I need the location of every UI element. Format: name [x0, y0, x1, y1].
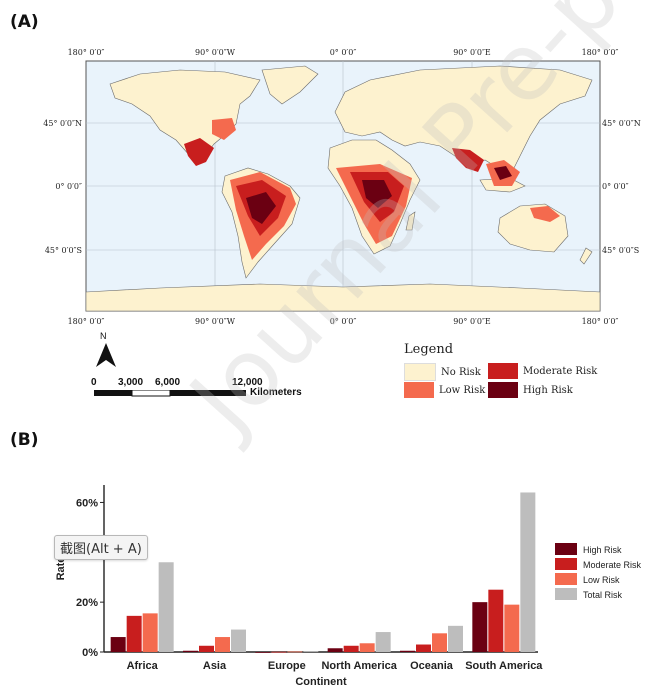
bar-low-risk — [504, 604, 520, 652]
chart-legend-label: Total Risk — [583, 590, 623, 600]
north-america-land — [109, 69, 261, 165]
lat-label-left: 0° 0′0″ — [55, 182, 82, 191]
bar-high-risk — [255, 652, 271, 653]
legend-label: Moderate Risk — [523, 365, 598, 377]
chart-legend-swatch — [555, 588, 577, 600]
legend-swatch — [404, 363, 436, 381]
risk-us-southeast — [212, 118, 236, 140]
lon-label-bottom: 90° 0′0″W — [195, 317, 236, 326]
bar-total-risk — [303, 651, 319, 653]
legend-swatch — [404, 382, 434, 398]
lon-label-top: 180° 0′0″ — [582, 48, 619, 57]
lon-label-bottom: 0° 0′0″ — [330, 317, 357, 326]
bar-total-risk — [158, 562, 174, 652]
world-risk-map: 180° 0′0″ 90° 0′0″W 0° 0′0″ 90° 0′0″E 18… — [43, 48, 641, 326]
lat-label-left: 45° 0′0″S — [45, 246, 82, 255]
lat-label-right: 0° 0′0″ — [602, 182, 629, 191]
north-label: N — [100, 331, 107, 341]
screenshot-tooltip: 截图(Alt + A) — [54, 535, 148, 560]
map-legend-high-risk: High Risk — [488, 382, 573, 398]
bar-total-risk — [448, 625, 463, 652]
risk-central-america — [184, 138, 214, 166]
bar-total-risk — [520, 492, 536, 652]
bar-low-risk — [215, 637, 230, 652]
scale-tick-3000: 3,000 — [118, 377, 144, 388]
panel-a-label: (A) — [10, 12, 39, 32]
legend-label: No Risk — [441, 366, 481, 378]
x-tick-label: South America — [465, 660, 543, 672]
chart-legend-swatch — [555, 558, 577, 570]
bar-high-risk — [400, 650, 415, 652]
north-arrow-icon — [96, 343, 116, 367]
bar-high-risk — [110, 637, 126, 652]
scale-unit: Kilometers — [250, 387, 302, 398]
y-tick-label: 0% — [82, 647, 98, 659]
bar-low-risk — [142, 613, 158, 652]
legend-swatch — [488, 363, 518, 379]
risk-south-america-high — [246, 192, 276, 224]
bar-high-risk — [472, 602, 488, 652]
bar-total-risk — [231, 629, 246, 652]
map-legend-moderate-risk: Moderate Risk — [488, 363, 597, 379]
risk-se-asia-high — [494, 166, 512, 180]
lon-label-top: 90° 0′0″W — [195, 48, 236, 57]
scale-tick-0: 0 — [91, 377, 97, 388]
panel-b-label: (B) — [10, 430, 39, 450]
y-tick-label: 20% — [76, 597, 98, 609]
madagascar-land — [405, 211, 416, 231]
legend-label: High Risk — [523, 384, 573, 396]
risk-africa-high — [362, 180, 392, 208]
bar-high-risk — [327, 648, 343, 652]
y-axis-label: Rate — [55, 557, 67, 581]
lon-label-top: 0° 0′0″ — [330, 48, 357, 57]
bar-moderate-risk — [199, 645, 214, 652]
bar-moderate-risk — [343, 645, 359, 652]
bar-low-risk — [432, 633, 447, 652]
lon-label-bottom: 180° 0′0″ — [68, 317, 105, 326]
chart-legend-label: High Risk — [583, 545, 622, 555]
lon-label-bottom: 90° 0′0″E — [453, 317, 491, 326]
y-tick-label: 60% — [76, 497, 98, 509]
lat-label-right: 45° 0′0″N — [602, 119, 641, 128]
risk-overlay — [184, 118, 560, 260]
map-legend-low-risk: Low Risk — [404, 382, 485, 398]
x-tick-label: Oceania — [410, 660, 454, 672]
risk-australia-north — [530, 206, 560, 222]
risk-south-asia — [452, 148, 484, 172]
x-axis-label: Continent — [295, 676, 347, 688]
scale-tick-6000: 6,000 — [155, 377, 181, 388]
scale-tick-12000: 12,000 — [232, 377, 263, 388]
x-tick-label: Europe — [268, 660, 306, 672]
new-zealand-land — [579, 247, 593, 265]
chart-legend-swatch — [555, 543, 577, 555]
chart-legend-swatch — [555, 573, 577, 585]
lat-label-right: 45° 0′0″S — [602, 246, 639, 255]
bar-moderate-risk — [271, 651, 287, 653]
greenland-land — [261, 65, 319, 105]
map-legend-title: Legend — [404, 342, 454, 357]
lon-label-bottom: 180° 0′0″ — [582, 317, 619, 326]
lat-label-left: 45° 0′0″N — [43, 119, 82, 128]
x-tick-label: Africa — [127, 660, 159, 672]
chart-legend-label: Low Risk — [583, 575, 620, 585]
lon-label-top: 90° 0′0″E — [453, 48, 491, 57]
x-tick-label: Asia — [203, 660, 227, 672]
bar-high-risk — [183, 650, 198, 652]
bar-low-risk — [287, 651, 303, 653]
lon-label-top: 180° 0′0″ — [68, 48, 105, 57]
bar-total-risk — [375, 632, 391, 652]
scale-bar — [94, 390, 246, 397]
bar-moderate-risk — [488, 589, 504, 652]
bar-moderate-risk — [126, 615, 142, 652]
legend-swatch — [488, 382, 518, 398]
bar-moderate-risk — [416, 644, 431, 652]
map-legend-no-risk: No Risk — [404, 363, 481, 381]
chart-legend-label: Moderate Risk — [583, 560, 642, 570]
x-tick-label: North America — [321, 660, 397, 672]
risk-rate-bar-chart: 0% 20% 60% Rate Africa Asia Europe North Americ… — [55, 485, 642, 688]
bar-low-risk — [359, 643, 375, 652]
antarctica-land — [85, 283, 601, 312]
legend-label: Low Risk — [439, 384, 486, 396]
